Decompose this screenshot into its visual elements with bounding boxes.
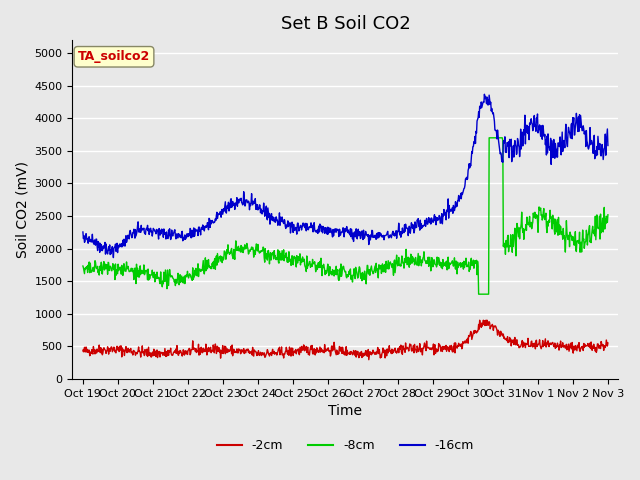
Y-axis label: Soil CO2 (mV): Soil CO2 (mV) bbox=[15, 161, 29, 258]
X-axis label: Time: Time bbox=[328, 404, 362, 418]
Legend: -2cm, -8cm, -16cm: -2cm, -8cm, -16cm bbox=[212, 434, 479, 457]
Title: Set B Soil CO2: Set B Soil CO2 bbox=[280, 15, 410, 33]
Text: TA_soilco2: TA_soilco2 bbox=[78, 50, 150, 63]
